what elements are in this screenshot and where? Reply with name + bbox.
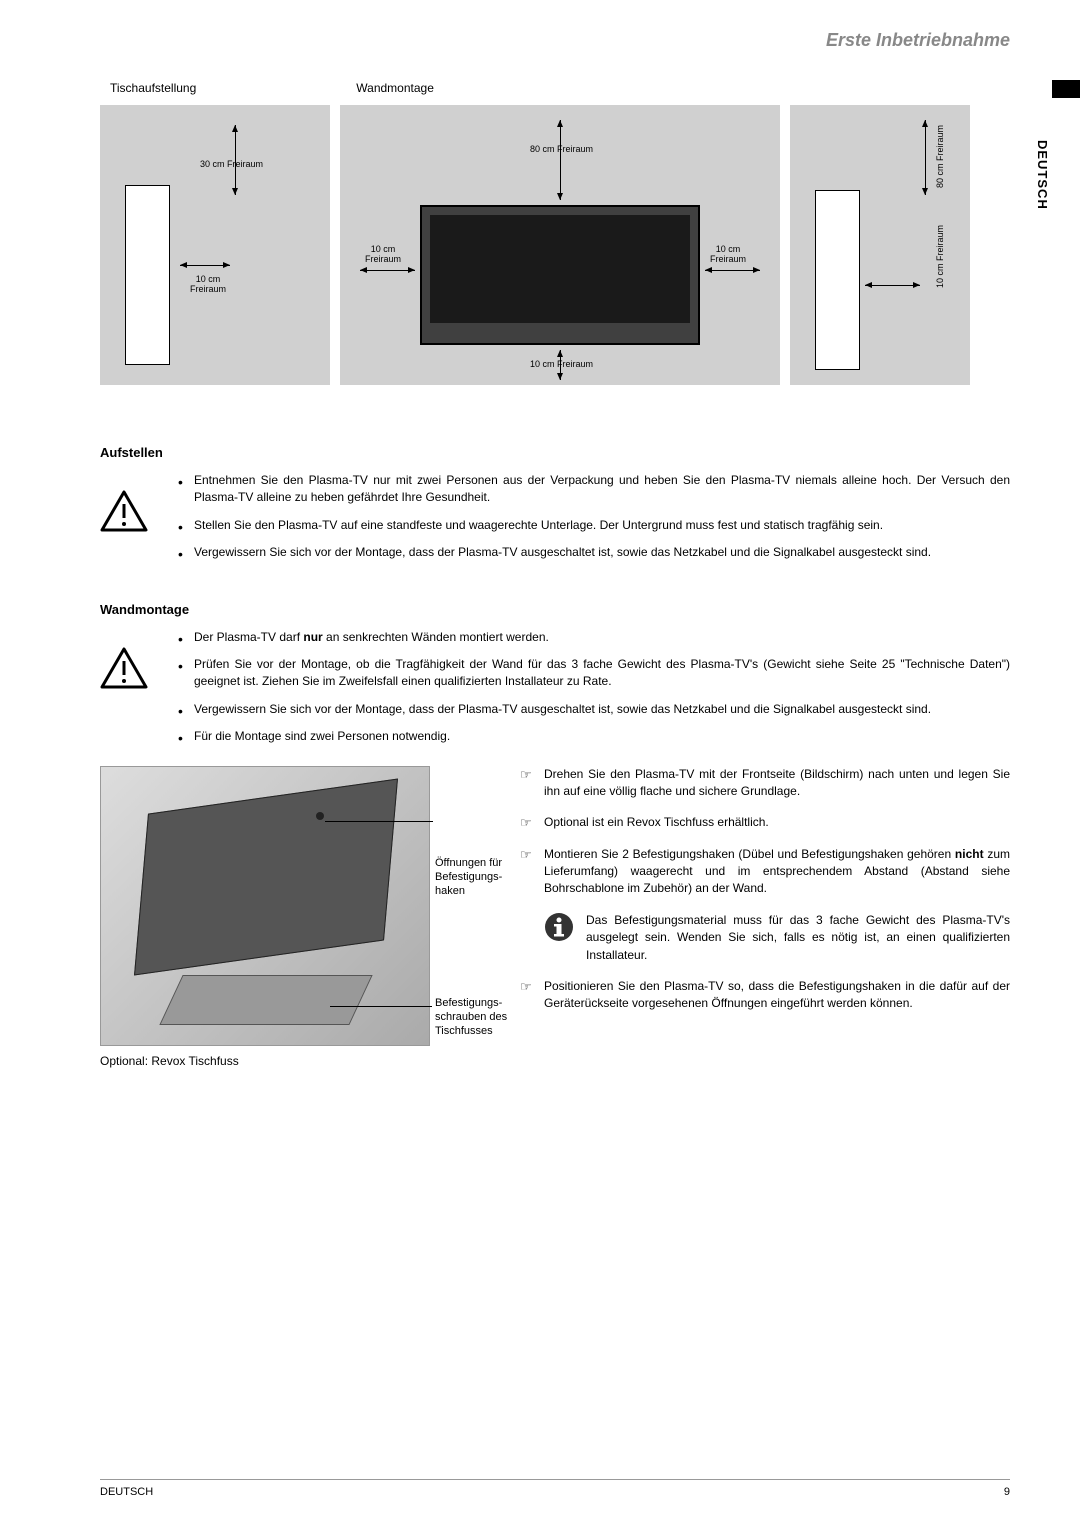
warning-icon	[100, 647, 148, 689]
info-callout: Das Befestigungsmaterial muss für das 3 …	[544, 912, 1010, 964]
diagram-wall-side: 80 cm Freiraum 10 cm Freiraum	[790, 105, 970, 385]
step-item: Montieren Sie 2 Befestigungshaken (Dübel…	[520, 846, 1010, 898]
label-tischaufstellung: Tischaufstellung	[110, 81, 196, 95]
section-aufstellen: Aufstellen Entnehmen Sie den Plasma-TV n…	[100, 445, 1010, 572]
page-footer: DEUTSCH 9	[100, 1479, 1010, 1498]
language-side-tab: DEUTSCH	[1035, 140, 1050, 210]
clearance-top: 30 cm Freiraum	[200, 160, 263, 170]
tv-front-view	[420, 205, 700, 345]
diagram-row: 30 cm Freiraum 10 cm Freiraum 80 cm Frei…	[100, 105, 1010, 385]
list-item: Stellen Sie den Plasma-TV auf eine stand…	[178, 517, 1010, 534]
info-icon	[544, 912, 574, 942]
diagram-wall-front: 80 cm Freiraum 10 cm Freiraum 10 cm Frei…	[340, 105, 780, 385]
tv-side-view	[815, 190, 860, 370]
section-wandmontage: Wandmontage Der Plasma-TV darf nur an se…	[100, 602, 1010, 1068]
heading-aufstellen: Aufstellen	[100, 445, 1010, 460]
steps-before-list: Drehen Sie den Plasma-TV mit der Frontse…	[520, 766, 1010, 898]
list-item: Vergewissern Sie sich vor der Montage, d…	[178, 701, 1010, 718]
clearance-side: 10 cm Freiraum	[190, 275, 226, 295]
aufstellen-list: Entnehmen Sie den Plasma-TV nur mit zwei…	[178, 472, 1010, 562]
list-item: Prüfen Sie vor der Montage, ob die Tragf…	[178, 656, 1010, 691]
tv-back-illustration	[100, 766, 430, 1046]
warning-icon	[100, 490, 148, 532]
tv-back-figure: Öffnungen für Befestigungs- haken Befest…	[100, 766, 500, 1068]
clearance-bottom: 10 cm Freiraum	[530, 360, 593, 370]
annotation-screws: Befestigungs- schrauben des Tischfusses	[435, 996, 507, 1039]
clearance-top: 80 cm Freiraum	[935, 125, 945, 188]
annotation-openings: Öffnungen für Befestigungs- haken	[435, 856, 502, 899]
figure-caption: Optional: Revox Tischfuss	[100, 1054, 500, 1068]
steps-after-list: Positionieren Sie den Plasma-TV so, dass…	[520, 978, 1010, 1013]
list-item: Für die Montage sind zwei Personen notwe…	[178, 728, 1010, 745]
wandmontage-list: Der Plasma-TV darf nur an senkrechten Wä…	[178, 629, 1010, 746]
info-text: Das Befestigungsmaterial muss für das 3 …	[586, 912, 1010, 964]
tv-side-view	[125, 185, 170, 365]
heading-wandmontage: Wandmontage	[100, 602, 1010, 617]
clearance-side: 10 cm Freiraum	[935, 225, 945, 288]
footer-page-number: 9	[1004, 1486, 1010, 1498]
step-item: Drehen Sie den Plasma-TV mit der Frontse…	[520, 766, 1010, 801]
clearance-top: 80 cm Freiraum	[530, 145, 593, 155]
clearance-right: 10 cm Freiraum	[710, 245, 746, 265]
list-item: Entnehmen Sie den Plasma-TV nur mit zwei…	[178, 472, 1010, 507]
list-item: Vergewissern Sie sich vor der Montage, d…	[178, 544, 1010, 561]
page-edge-tab	[1052, 80, 1080, 98]
diagram-table-placement: 30 cm Freiraum 10 cm Freiraum	[100, 105, 330, 385]
page-title: Erste Inbetriebnahme	[100, 30, 1010, 51]
diagram-heading-row: Tischaufstellung Wandmontage	[110, 81, 1010, 95]
label-wandmontage: Wandmontage	[356, 81, 434, 95]
step-item: Optional ist ein Revox Tischfuss erhältl…	[520, 814, 1010, 831]
footer-language: DEUTSCH	[100, 1486, 153, 1498]
clearance-left: 10 cm Freiraum	[365, 245, 401, 265]
lower-content-row: Öffnungen für Befestigungs- haken Befest…	[100, 766, 1010, 1068]
steps-column: Drehen Sie den Plasma-TV mit der Frontse…	[520, 766, 1010, 1068]
list-item: Der Plasma-TV darf nur an senkrechten Wä…	[178, 629, 1010, 646]
step-item: Positionieren Sie den Plasma-TV so, dass…	[520, 978, 1010, 1013]
